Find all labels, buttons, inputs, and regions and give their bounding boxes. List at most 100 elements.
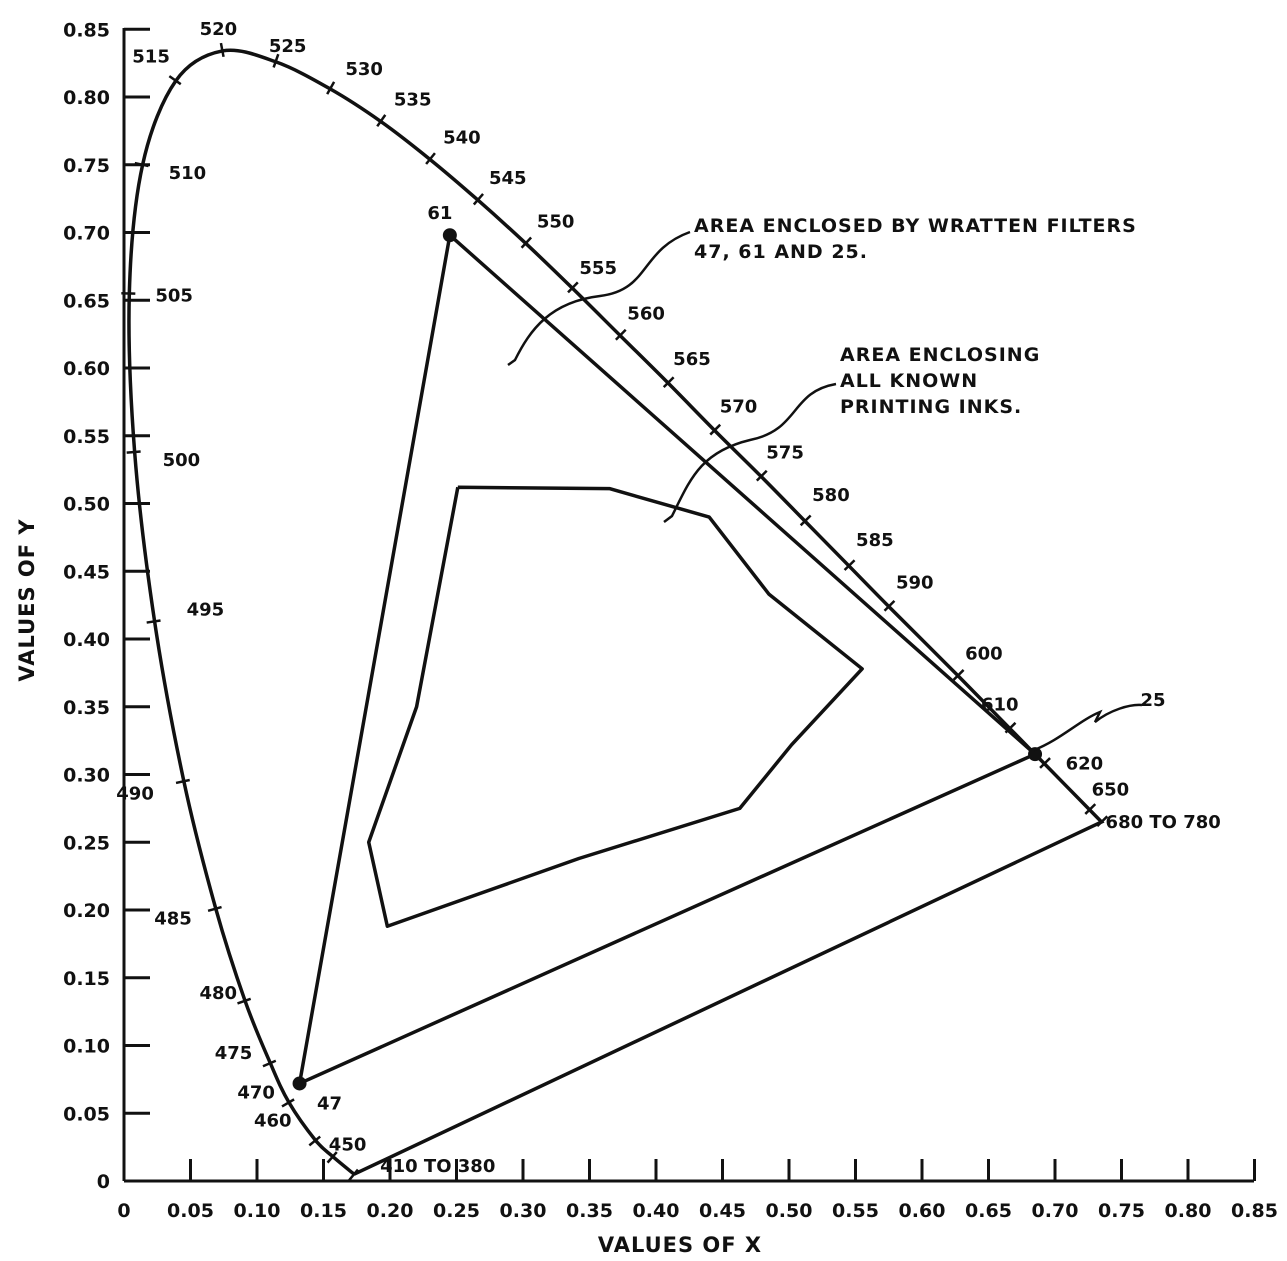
x-tick-label: 0.80 (1165, 1200, 1212, 1222)
wavelength-tick (376, 114, 387, 128)
wavelength-tick (883, 599, 896, 612)
wavelength-tick (262, 1059, 277, 1068)
y-tick-label: 0.65 (63, 290, 110, 312)
wavelength-tick (348, 1168, 359, 1182)
filter-25-leader-line (1033, 703, 1143, 752)
x-tick-label: 0.45 (699, 1200, 746, 1222)
wavelength-tick (472, 193, 484, 206)
wavelength-label: 570 (720, 396, 758, 417)
x-axis-title: VALUES OF X (598, 1233, 762, 1257)
wavelength-tick (755, 469, 768, 482)
wavelength-label: 475 (215, 1043, 253, 1064)
y-tick-label: 0.50 (63, 494, 110, 516)
wavelength-label: 540 (443, 127, 481, 148)
wavelength-label: 545 (489, 168, 527, 189)
wavelength-tick (662, 376, 675, 389)
wavelength-label: 530 (345, 59, 383, 80)
wavelength-label: 560 (627, 303, 665, 324)
spectrum-locus: 410 TO 380 450 460 470 475 480 485 490 495 500 505… (116, 19, 1221, 1182)
wavelength-tick (520, 236, 533, 249)
y-tick-label: 0.75 (63, 155, 110, 177)
x-tick-label: 0.40 (633, 1200, 680, 1222)
wavelength-label: 505 (155, 285, 193, 306)
filter-point-label: 25 (1141, 690, 1166, 711)
wavelength-label: 620 (1066, 754, 1104, 775)
wavelength-tick (308, 1135, 321, 1147)
wavelength-tick (614, 328, 627, 341)
wavelength-tick (134, 161, 149, 168)
y-tick-label: 0.55 (63, 426, 110, 448)
wavelength-label: 555 (579, 258, 617, 279)
y-tick-label: 0 (97, 1171, 110, 1193)
wavelength-tick (567, 281, 579, 294)
x-tick-label: 0.15 (300, 1200, 347, 1222)
wavelength-label: 450 (329, 1135, 367, 1156)
printing-inks-area (366, 485, 864, 929)
y-tick-label: 0.70 (63, 223, 110, 245)
wavelength-tick (1039, 757, 1051, 769)
inks-label-line3: PRINTING INKS. (840, 396, 1022, 418)
wavelength-tick (281, 1098, 295, 1108)
y-tick-label: 0.85 (63, 19, 110, 41)
x-tick-label: 0.75 (1098, 1200, 1145, 1222)
filter-point (442, 228, 457, 243)
axes (122, 28, 1254, 1183)
x-tick-label: 0.50 (766, 1200, 813, 1222)
wavelength-tick (146, 619, 161, 624)
filter-point-label: 47 (317, 1093, 342, 1114)
wavelength-label: 500 (163, 450, 201, 471)
wavelength-label: 565 (673, 349, 711, 370)
filter-point-label: 61 (427, 203, 452, 224)
wavelength-tick (425, 152, 436, 165)
wratten-label-line2: 47, 61 AND 25. (694, 241, 868, 263)
x-tick-label: 0.65 (965, 1200, 1012, 1222)
wavelength-label: 495 (187, 599, 225, 620)
wratten-label-line1: AREA ENCLOSED BY WRATTEN FILTERS (694, 215, 1137, 237)
y-tick-label: 0.35 (63, 697, 110, 719)
x-tick-label: 0.30 (500, 1200, 547, 1222)
y-tick-label: 0.30 (63, 765, 110, 787)
y-tick-label: 0.15 (63, 968, 110, 990)
wavelength-tick (326, 1151, 338, 1164)
wavelength-tick (1096, 815, 1109, 828)
wavelength-tick (237, 997, 252, 1005)
y-tick-label: 0.60 (63, 358, 110, 380)
x-tick-label: 0.55 (832, 1200, 879, 1222)
wavelength-label: 575 (766, 442, 804, 463)
printing-inks-outline (366, 485, 864, 929)
wavelength-tick (799, 514, 812, 527)
wavelength-label: 585 (856, 530, 894, 551)
wavelength-tick (709, 423, 722, 436)
wavelength-label: 510 (169, 163, 207, 184)
x-tick-label: 0.35 (566, 1200, 613, 1222)
wratten-triangle-outline (297, 231, 1039, 1087)
y-ticks: 0 0.05 0.10 0.15 0.20 0.25 0.30 0.35 0.40 0.45 0.5… (63, 19, 150, 1193)
y-tick-label: 0.80 (63, 87, 110, 109)
x-tick-label: 0.05 (167, 1200, 214, 1222)
y-tick-label: 0.20 (63, 900, 110, 922)
wavelength-label: 550 (537, 211, 575, 232)
wavelength-label: 515 (132, 47, 170, 68)
wavelength-label: 580 (812, 485, 850, 506)
inks-label-line2: ALL KNOWN (840, 370, 978, 392)
wavelength-tick (1084, 803, 1097, 815)
x-tick-label: 0.20 (367, 1200, 414, 1222)
y-axis-title: VALUES OF Y (15, 518, 39, 681)
wavelength-tick (326, 81, 336, 95)
wavelength-label: 680 TO 780 (1106, 812, 1221, 833)
filter-point (292, 1076, 307, 1091)
wavelength-label: 535 (394, 89, 432, 110)
y-tick-label: 0.10 (63, 1036, 110, 1058)
wavelength-tick (843, 559, 856, 571)
y-tick-label: 0.40 (63, 629, 110, 651)
wavelength-label: 410 TO 380 (380, 1156, 495, 1177)
wavelength-label: 460 (254, 1110, 292, 1131)
wavelength-label: 470 (237, 1082, 275, 1103)
wavelength-tick (126, 450, 141, 454)
wavelength-label: 520 (200, 19, 238, 40)
wratten-leader-line (507, 230, 691, 367)
wavelength-label: 600 (965, 644, 1003, 665)
x-tick-label: 0 (117, 1200, 130, 1222)
wavelength-tick (207, 905, 222, 912)
